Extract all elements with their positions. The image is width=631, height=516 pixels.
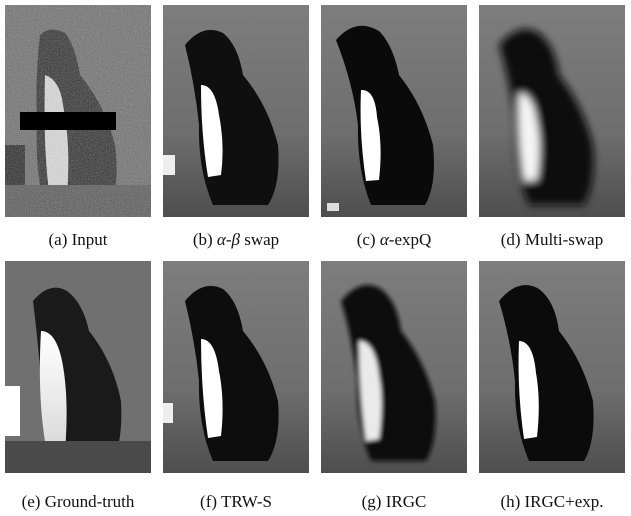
panel-d-image	[479, 5, 625, 217]
panel-f-image	[163, 261, 309, 473]
panel-e-image	[5, 261, 151, 473]
caption-a: (a) Input	[48, 230, 108, 249]
panel-c-image	[321, 5, 467, 217]
caption-e: (e) Ground-truth	[21, 492, 135, 511]
panel-g-image	[321, 261, 467, 473]
caption-f: (f) TRW-S	[200, 492, 272, 511]
caption-b: (b) α-β swap	[192, 230, 280, 249]
panel-b-image	[163, 5, 309, 217]
caption-g: (g) IRGC	[361, 492, 427, 511]
caption-d: (d) Multi-swap	[500, 230, 604, 249]
panel-a-image	[5, 5, 151, 217]
caption-h: (h) IRGC+exp.	[500, 492, 604, 511]
caption-c: (c) α-expQ	[356, 230, 432, 249]
panel-h-image	[479, 261, 625, 473]
